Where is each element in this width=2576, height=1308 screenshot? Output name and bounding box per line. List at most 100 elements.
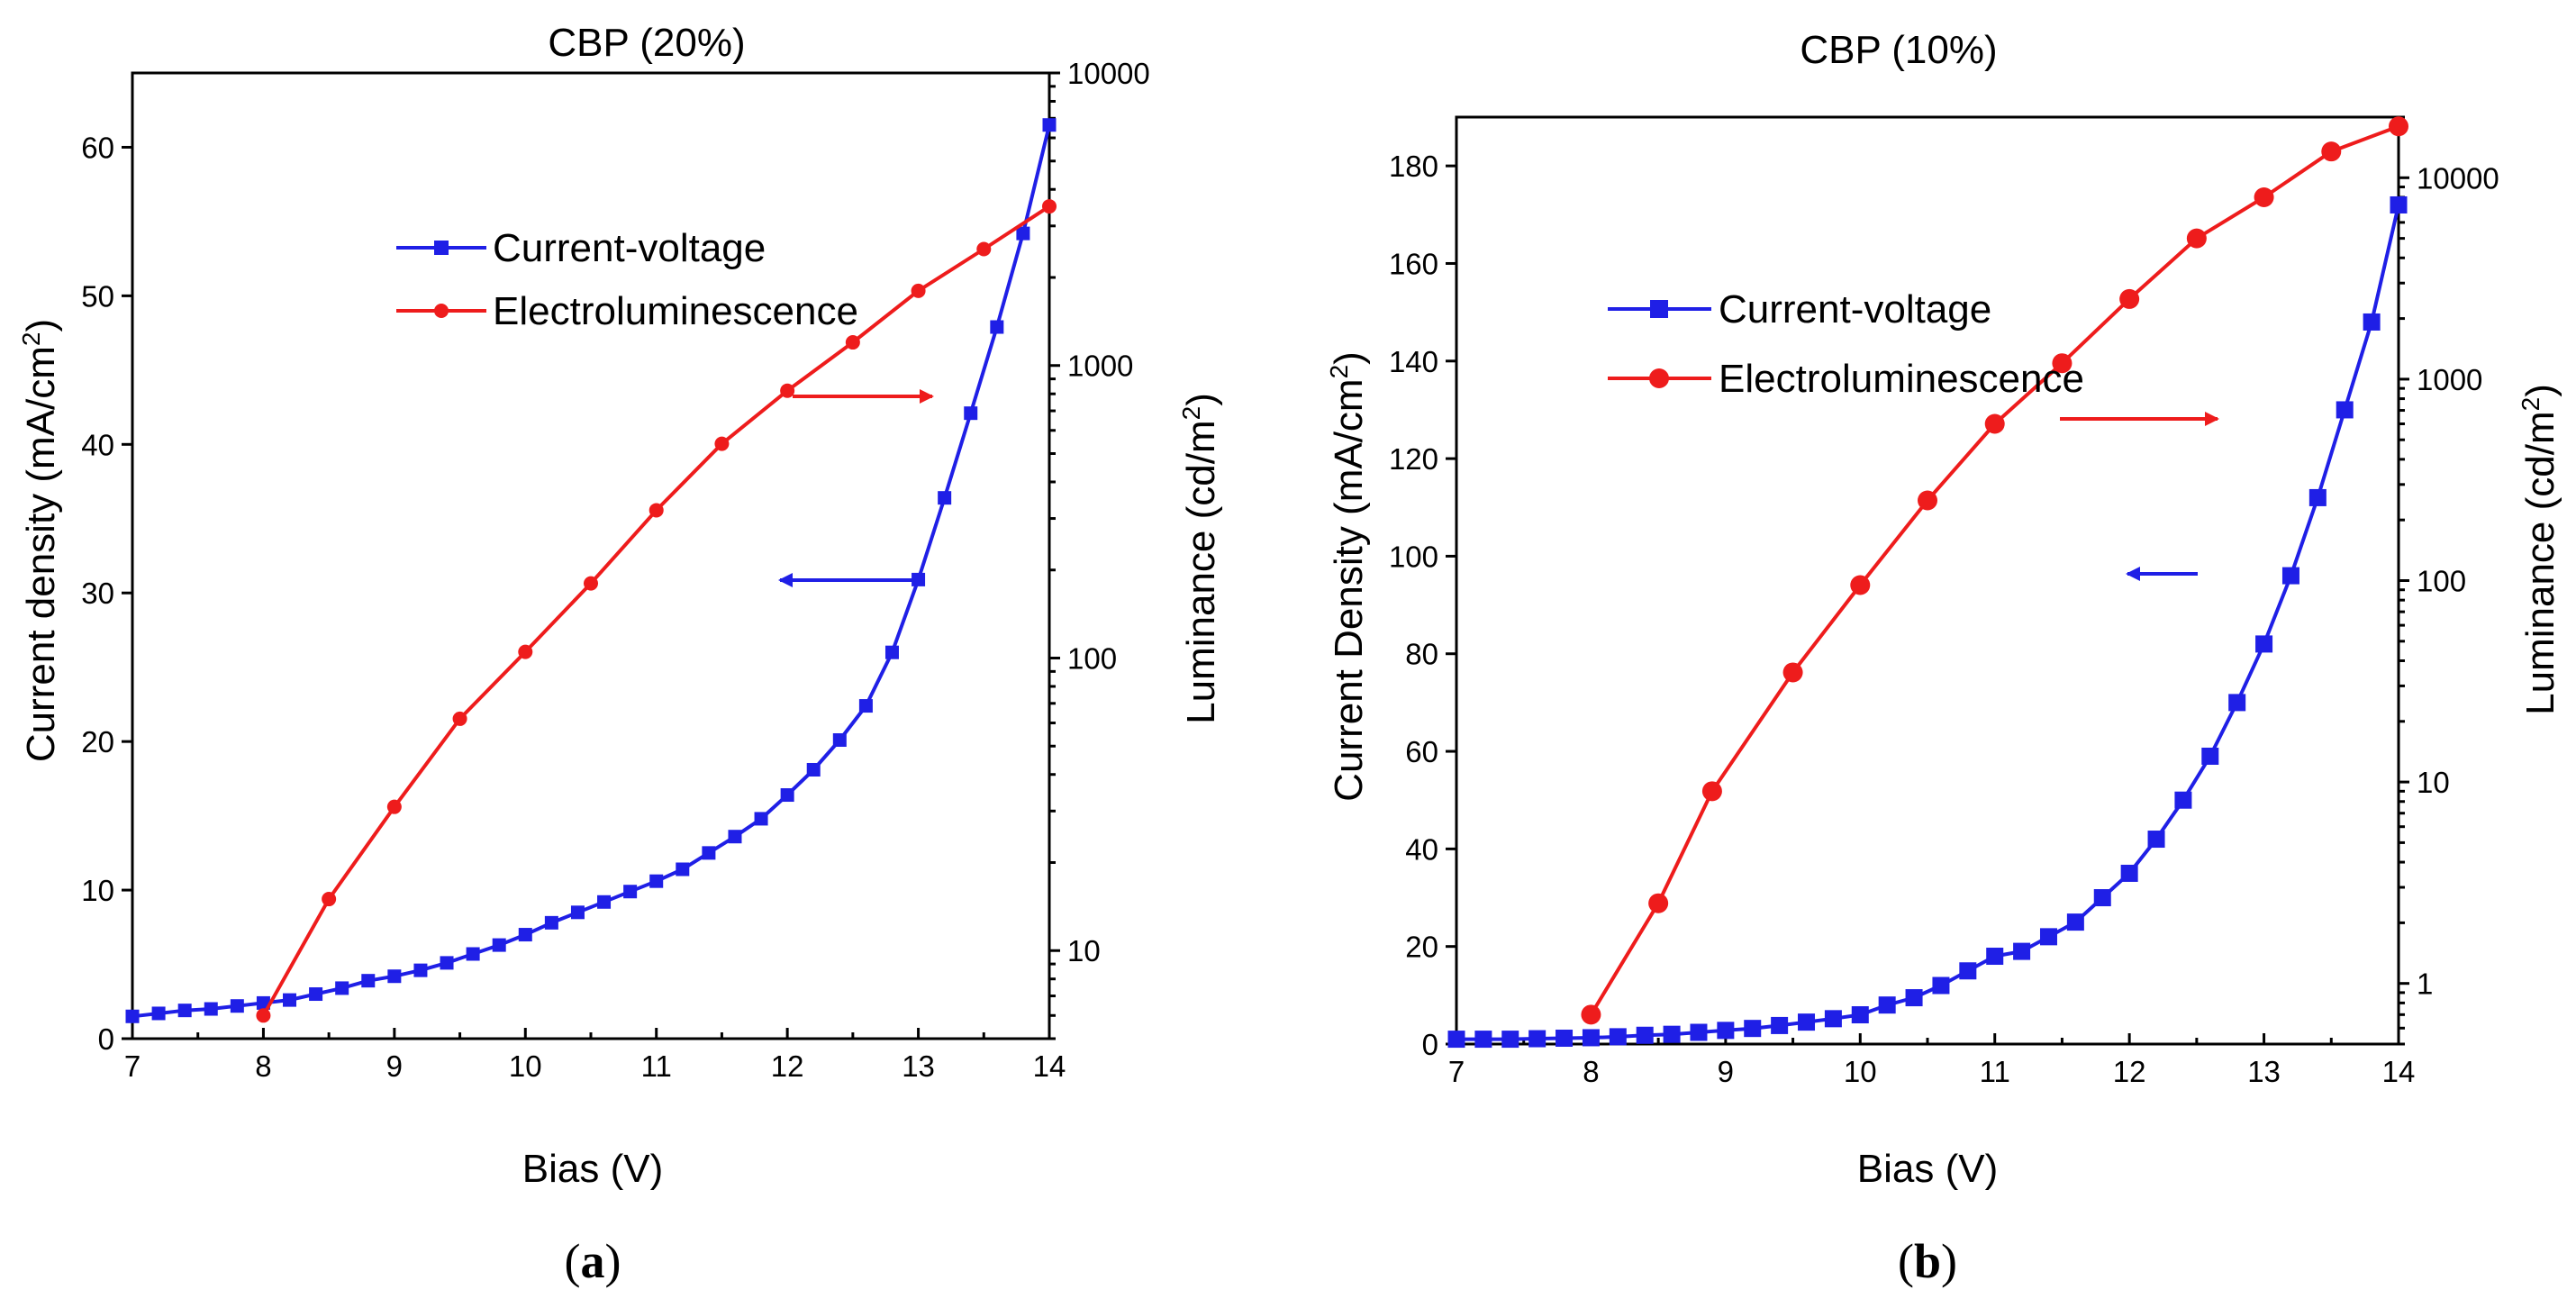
data-point-current-voltage bbox=[1556, 1030, 1574, 1048]
y-tick-label: 180 bbox=[1389, 150, 1438, 183]
data-point-current-voltage bbox=[518, 928, 532, 942]
y2-tick-label: 1000 bbox=[2417, 363, 2482, 396]
panel-a-legend: Current-voltage Electroluminescence bbox=[396, 226, 858, 333]
panel-a-legend-cv-label: Current-voltage bbox=[493, 226, 766, 270]
x-tick-label: 10 bbox=[1844, 1055, 1877, 1088]
data-point-electroluminescence bbox=[845, 335, 860, 350]
panel-b-legend: Current-voltage Electroluminescence bbox=[1608, 287, 2084, 401]
panel-b-x-axis-label: Bias (V) bbox=[1857, 1147, 1998, 1191]
y-tick-label: 20 bbox=[1405, 931, 1438, 964]
data-point-current-voltage bbox=[361, 974, 376, 988]
panel-b-y2-axis: 1 10 100 1000 10000 bbox=[2399, 115, 2499, 1046]
y-tick-label: 0 bbox=[98, 1022, 114, 1056]
data-point-electroluminescence bbox=[452, 711, 467, 726]
data-point-current-voltage bbox=[2281, 567, 2299, 585]
data-point-current-voltage bbox=[990, 320, 1004, 334]
x-tick-label: 7 bbox=[1448, 1055, 1465, 1088]
data-point-electroluminescence bbox=[780, 383, 795, 398]
data-point-current-voltage bbox=[283, 993, 297, 1007]
y-tick-label: 20 bbox=[81, 725, 114, 758]
data-point-electroluminescence bbox=[518, 644, 533, 659]
data-point-current-voltage bbox=[2093, 889, 2111, 907]
data-point-current-voltage bbox=[1932, 976, 1950, 995]
data-point-current-voltage bbox=[2013, 942, 2031, 960]
data-point-current-voltage bbox=[440, 956, 454, 970]
x-tick-label: 9 bbox=[386, 1049, 403, 1083]
data-point-electroluminescence bbox=[2052, 353, 2073, 374]
data-point-current-voltage bbox=[177, 1004, 192, 1018]
data-point-current-voltage bbox=[806, 762, 821, 777]
data-point-current-voltage bbox=[1851, 1006, 1869, 1024]
data-point-electroluminescence bbox=[1918, 490, 1937, 511]
data-point-current-voltage bbox=[938, 491, 952, 505]
data-point-electroluminescence bbox=[386, 799, 402, 814]
data-point-current-voltage bbox=[2201, 747, 2219, 765]
data-point-current-voltage bbox=[1878, 996, 1896, 1014]
data-point-current-voltage bbox=[1016, 226, 1030, 241]
data-point-electroluminescence bbox=[2119, 288, 2140, 309]
data-point-current-voltage bbox=[1447, 1031, 1465, 1049]
data-point-electroluminescence bbox=[1984, 413, 2005, 434]
panel-a-label: (a) bbox=[565, 1234, 621, 1288]
data-point-current-voltage bbox=[1986, 948, 2004, 966]
data-point-current-voltage bbox=[1609, 1028, 1627, 1046]
y-tick-label: 100 bbox=[1389, 540, 1438, 573]
data-point-current-voltage bbox=[466, 947, 480, 961]
data-point-current-voltage bbox=[754, 812, 768, 826]
series-line-electroluminescence bbox=[1589, 124, 2399, 1016]
x-tick-label: 12 bbox=[771, 1049, 804, 1083]
y-tick-label: 120 bbox=[1389, 442, 1438, 476]
x-tick-label: 12 bbox=[2113, 1055, 2146, 1088]
data-point-current-voltage bbox=[597, 895, 612, 909]
data-point-current-voltage bbox=[780, 788, 794, 803]
panel-a-legend-cv-marker bbox=[434, 241, 449, 255]
y2-tick-label: 10 bbox=[1067, 934, 1101, 967]
data-point-current-voltage bbox=[2039, 928, 2057, 946]
data-point-current-voltage bbox=[1824, 1010, 1842, 1028]
panel-a-legend-el-marker bbox=[434, 304, 449, 318]
y-tick-label: 40 bbox=[1405, 832, 1438, 866]
data-point-current-voltage bbox=[1717, 1022, 1735, 1040]
data-point-current-voltage bbox=[728, 830, 742, 844]
data-point-current-voltage bbox=[151, 1006, 166, 1021]
x-tick-label: 13 bbox=[902, 1049, 935, 1083]
data-point-electroluminescence bbox=[1701, 781, 1722, 802]
data-point-electroluminescence bbox=[2389, 116, 2408, 137]
data-point-electroluminescence bbox=[714, 436, 730, 451]
data-point-current-voltage bbox=[387, 969, 402, 984]
y-tick-label: 0 bbox=[1422, 1028, 1438, 1061]
data-point-current-voltage bbox=[1582, 1029, 1600, 1047]
data-point-current-voltage bbox=[884, 645, 899, 659]
data-point-current-voltage bbox=[204, 1002, 218, 1016]
panel-b-legend-el-marker bbox=[1649, 368, 1669, 388]
data-point-current-voltage bbox=[125, 1009, 140, 1023]
data-point-current-voltage bbox=[1042, 118, 1057, 132]
panel-b-series bbox=[1447, 116, 2408, 1049]
x-tick-label: 11 bbox=[1980, 1055, 2010, 1088]
data-point-electroluminescence bbox=[2186, 228, 2207, 249]
data-point-current-voltage bbox=[1663, 1025, 1681, 1043]
y-tick-label: 30 bbox=[81, 577, 114, 610]
x-tick-label: 11 bbox=[641, 1049, 672, 1083]
panel-a-y2-axis-label: Luminance (cd/m2) bbox=[1177, 393, 1223, 724]
data-point-current-voltage bbox=[1636, 1026, 1654, 1044]
data-point-current-voltage bbox=[2120, 864, 2138, 882]
y-tick-label: 50 bbox=[81, 279, 114, 313]
data-point-electroluminescence bbox=[1581, 1004, 1601, 1025]
y-tick-label: 10 bbox=[81, 874, 114, 907]
data-point-current-voltage bbox=[1474, 1031, 1492, 1049]
panel-a-y-axis: 0 10 20 30 40 50 60 bbox=[81, 131, 132, 1056]
panel-a-series bbox=[125, 118, 1057, 1023]
data-point-current-voltage bbox=[2174, 791, 2192, 809]
panel-a-x-axis: 7 8 9 10 11 12 13 14 bbox=[124, 1028, 1066, 1083]
data-point-current-voltage bbox=[2147, 831, 2165, 849]
panel-b-legend-cv-label: Current-voltage bbox=[1719, 287, 1991, 332]
data-point-current-voltage bbox=[335, 981, 349, 995]
panel-a-x-axis-label: Bias (V) bbox=[522, 1147, 663, 1191]
panel-a: CBP (20%) 7 8 9 10 11 12 13 14 0 10 20 30 40 50 60 10… bbox=[17, 21, 1223, 1288]
panel-b-title: CBP (10%) bbox=[1800, 28, 1997, 72]
data-point-current-voltage bbox=[1690, 1023, 1708, 1041]
y-tick-label: 60 bbox=[81, 131, 114, 164]
y2-tick-label: 1000 bbox=[1067, 350, 1133, 383]
